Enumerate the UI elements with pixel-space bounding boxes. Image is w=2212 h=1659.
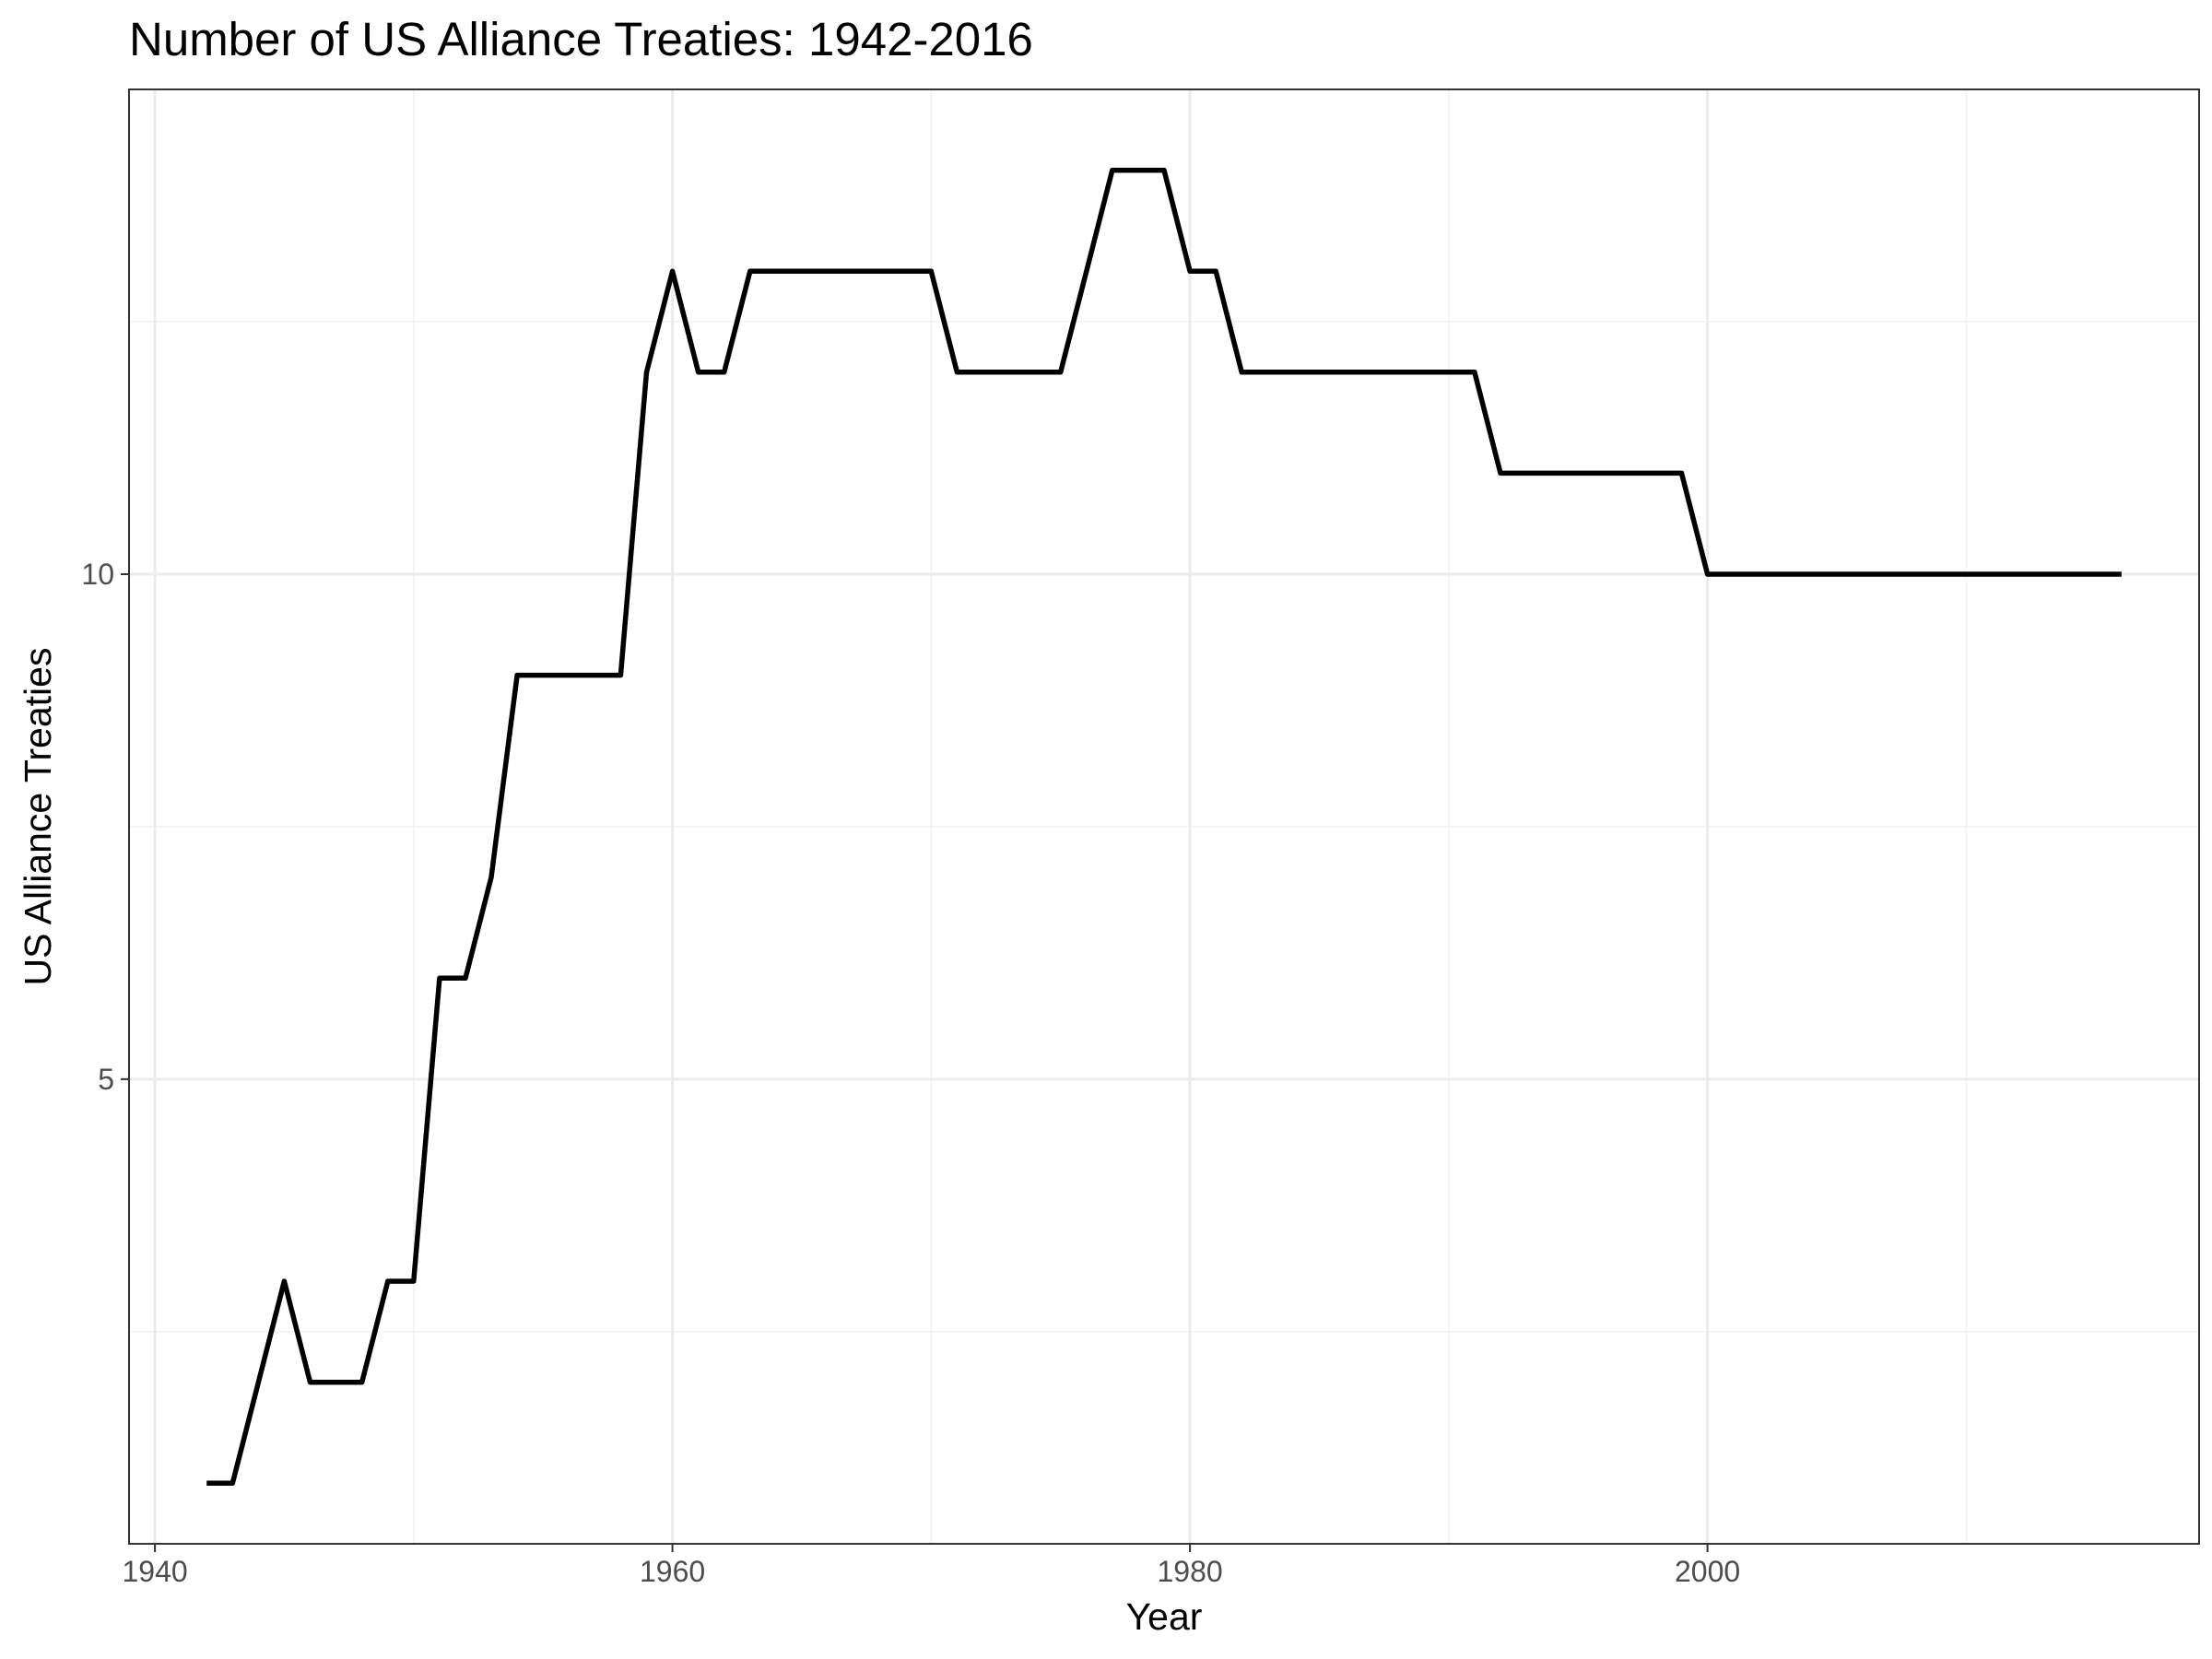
- plot-panel-border: [128, 88, 2200, 1545]
- minor-gridlines: [129, 89, 2199, 1544]
- y-tick-label: 5: [98, 1063, 114, 1096]
- y-axis-ticks: 5 10: [81, 558, 129, 1096]
- x-tick-label: 1960: [640, 1555, 705, 1588]
- x-tick-label: 1940: [122, 1555, 187, 1588]
- x-tick-label: 2000: [1675, 1555, 1740, 1588]
- x-tick-label: 1980: [1157, 1555, 1222, 1588]
- x-axis-title: Year: [1126, 1595, 1203, 1638]
- series-line: [206, 167, 2122, 1487]
- y-axis-title: US Alliance Treaties: [17, 648, 59, 986]
- y-tick-label: 10: [81, 558, 114, 591]
- chart-title: Number of US Alliance Treaties: 1942-201…: [129, 13, 1033, 65]
- major-gridlines: [129, 89, 2199, 1544]
- x-axis-ticks: 1940 1960 1980 2000: [122, 1544, 1740, 1588]
